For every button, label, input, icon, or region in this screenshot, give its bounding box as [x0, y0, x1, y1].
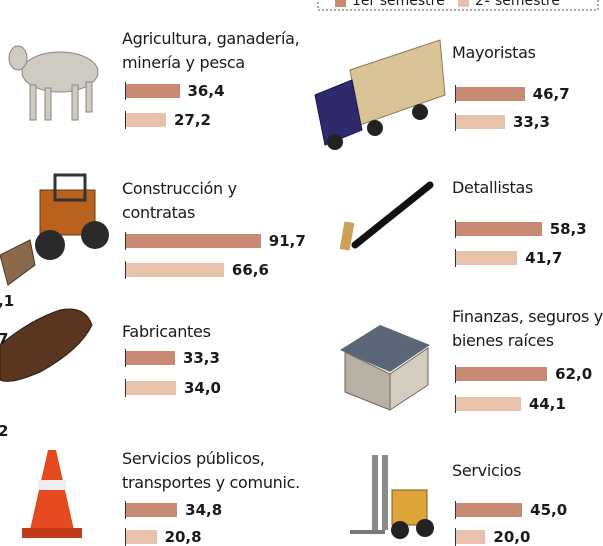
bar-axis-tick [455, 528, 456, 546]
category-label: Finanzas, seguros y bienes raíces [452, 307, 603, 350]
value-label: 58,3 [549, 220, 587, 238]
bar [456, 503, 523, 517]
value-label: 27,2 [173, 111, 211, 129]
bar [126, 351, 175, 365]
legend-label: 2º semestre [475, 0, 560, 9]
bar [126, 503, 178, 517]
legend-swatch [458, 0, 469, 7]
category-label: Detallistas [452, 178, 534, 197]
bar [126, 113, 166, 127]
bar [126, 530, 157, 544]
value-label: 36,4 [187, 82, 225, 100]
bar-axis-tick [125, 528, 126, 546]
value-label: 44,1 [528, 395, 566, 413]
bar-axis-tick [455, 365, 456, 383]
legend-label: 1er semestre [352, 0, 445, 9]
bar-axis-tick [455, 501, 456, 519]
bar [456, 87, 525, 101]
edge-label: 7 [0, 330, 9, 348]
value-label: 91,7 [268, 232, 306, 250]
value-label: 66,6 [231, 261, 269, 279]
legend-box [317, 0, 599, 11]
value-label: 45,0 [530, 501, 568, 519]
bar [456, 530, 486, 544]
forklift [350, 455, 434, 539]
bar [126, 263, 224, 277]
value-label: 33,3 [512, 113, 550, 131]
bar-axis-tick [125, 501, 126, 519]
value-label: 62,0 [555, 365, 593, 383]
bar [456, 222, 542, 236]
bar [126, 381, 176, 395]
bar-axis-tick [455, 113, 456, 131]
value-label: 34,0 [183, 379, 221, 397]
loader [0, 173, 109, 286]
value-label: 20,8 [164, 528, 202, 546]
bar-axis-tick [125, 261, 126, 279]
bar-axis-tick [455, 249, 456, 267]
bar-axis-tick [125, 111, 126, 129]
bar [456, 367, 548, 381]
pen [339, 181, 434, 251]
shoe [0, 308, 93, 382]
bar [126, 234, 261, 248]
bar-axis-tick [125, 349, 126, 367]
bar-axis-tick [125, 82, 126, 100]
bar-axis-tick [455, 220, 456, 238]
legend-swatch [335, 0, 346, 7]
category-label: Construcción y contratas [122, 179, 237, 222]
category-label: Servicios públicos, transportes y comuni… [122, 449, 300, 492]
cow [8, 45, 99, 121]
category-label: Mayoristas [452, 43, 536, 62]
value-label: 20,0 [493, 528, 531, 546]
category-label: Servicios [452, 461, 522, 480]
bar [126, 84, 180, 98]
bar [456, 115, 505, 129]
category-label: Fabricantes [122, 322, 211, 341]
value-label: 46,7 [532, 85, 570, 103]
value-label: 34,8 [185, 501, 223, 519]
value-label: 33,3 [182, 349, 220, 367]
bar-axis-tick [455, 395, 456, 413]
edge-label: ,1 [0, 292, 15, 310]
bar-axis-tick [125, 379, 126, 397]
bar [456, 251, 518, 265]
bar-axis-tick [455, 85, 456, 103]
category-label: Agricultura, ganadería, minería y pesca [122, 29, 300, 72]
bar-axis-tick [125, 232, 126, 250]
edge-label: 2 [0, 422, 9, 440]
house [340, 325, 430, 411]
cone [22, 450, 82, 538]
bar [456, 397, 521, 411]
value-label: 41,7 [525, 249, 563, 267]
truck [314, 39, 446, 150]
